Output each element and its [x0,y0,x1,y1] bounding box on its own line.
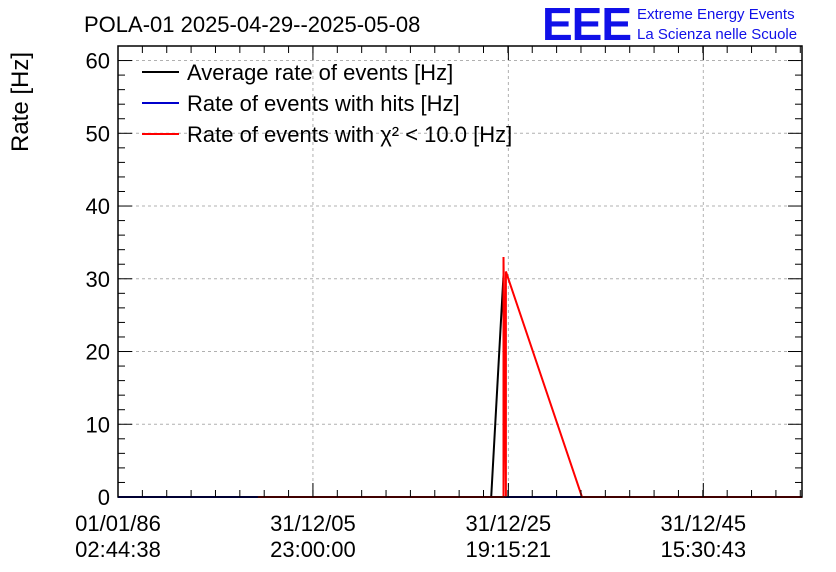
y-tick-label: 0 [98,485,110,510]
y-tick-label: 30 [86,267,110,292]
logo-line-2: La Scienza nelle Scuole [637,26,797,43]
legend: Average rate of events [Hz] Rate of event… [142,60,512,147]
series-layer [118,256,802,498]
logo-mark: EEE [542,0,631,50]
x-tick-label: 19:15:21 [466,537,552,562]
y-tick-label: 20 [86,340,110,365]
series-line-2 [257,256,802,498]
chart-title: POLA-01 2025-04-29--2025-05-08 [84,12,420,37]
tick-layer [117,45,802,498]
y-axis-title: Rate [Hz] [7,52,34,152]
plot-frame [117,45,803,498]
y-tick-label: 60 [86,49,110,74]
legend-label-1: Rate of events with hits [Hz] [187,91,460,116]
legend-label-2: Rate of events with χ² < 10.0 [Hz] [187,122,512,147]
series-line-0 [118,275,505,498]
x-tick-label: 01/01/86 [75,511,161,536]
x-tick-label: 15:30:43 [660,537,746,562]
y-tick-label: 10 [86,412,110,437]
y-tick-label: 50 [86,121,110,146]
grid-layer [118,46,802,497]
y-tick-label: 40 [86,194,110,219]
x-tick-label: 02:44:38 [75,537,161,562]
x-tick-label: 31/12/05 [270,511,356,536]
logo-line-1: Extreme Energy Events [637,6,795,23]
x-tick-label: 23:00:00 [270,537,356,562]
legend-label-0: Average rate of events [Hz] [187,60,453,85]
x-tick-label: 31/12/25 [466,511,552,536]
eee-logo: EEE Extreme Energy Events La Scienza nel… [542,0,797,50]
x-tick-label: 31/12/45 [660,511,746,536]
